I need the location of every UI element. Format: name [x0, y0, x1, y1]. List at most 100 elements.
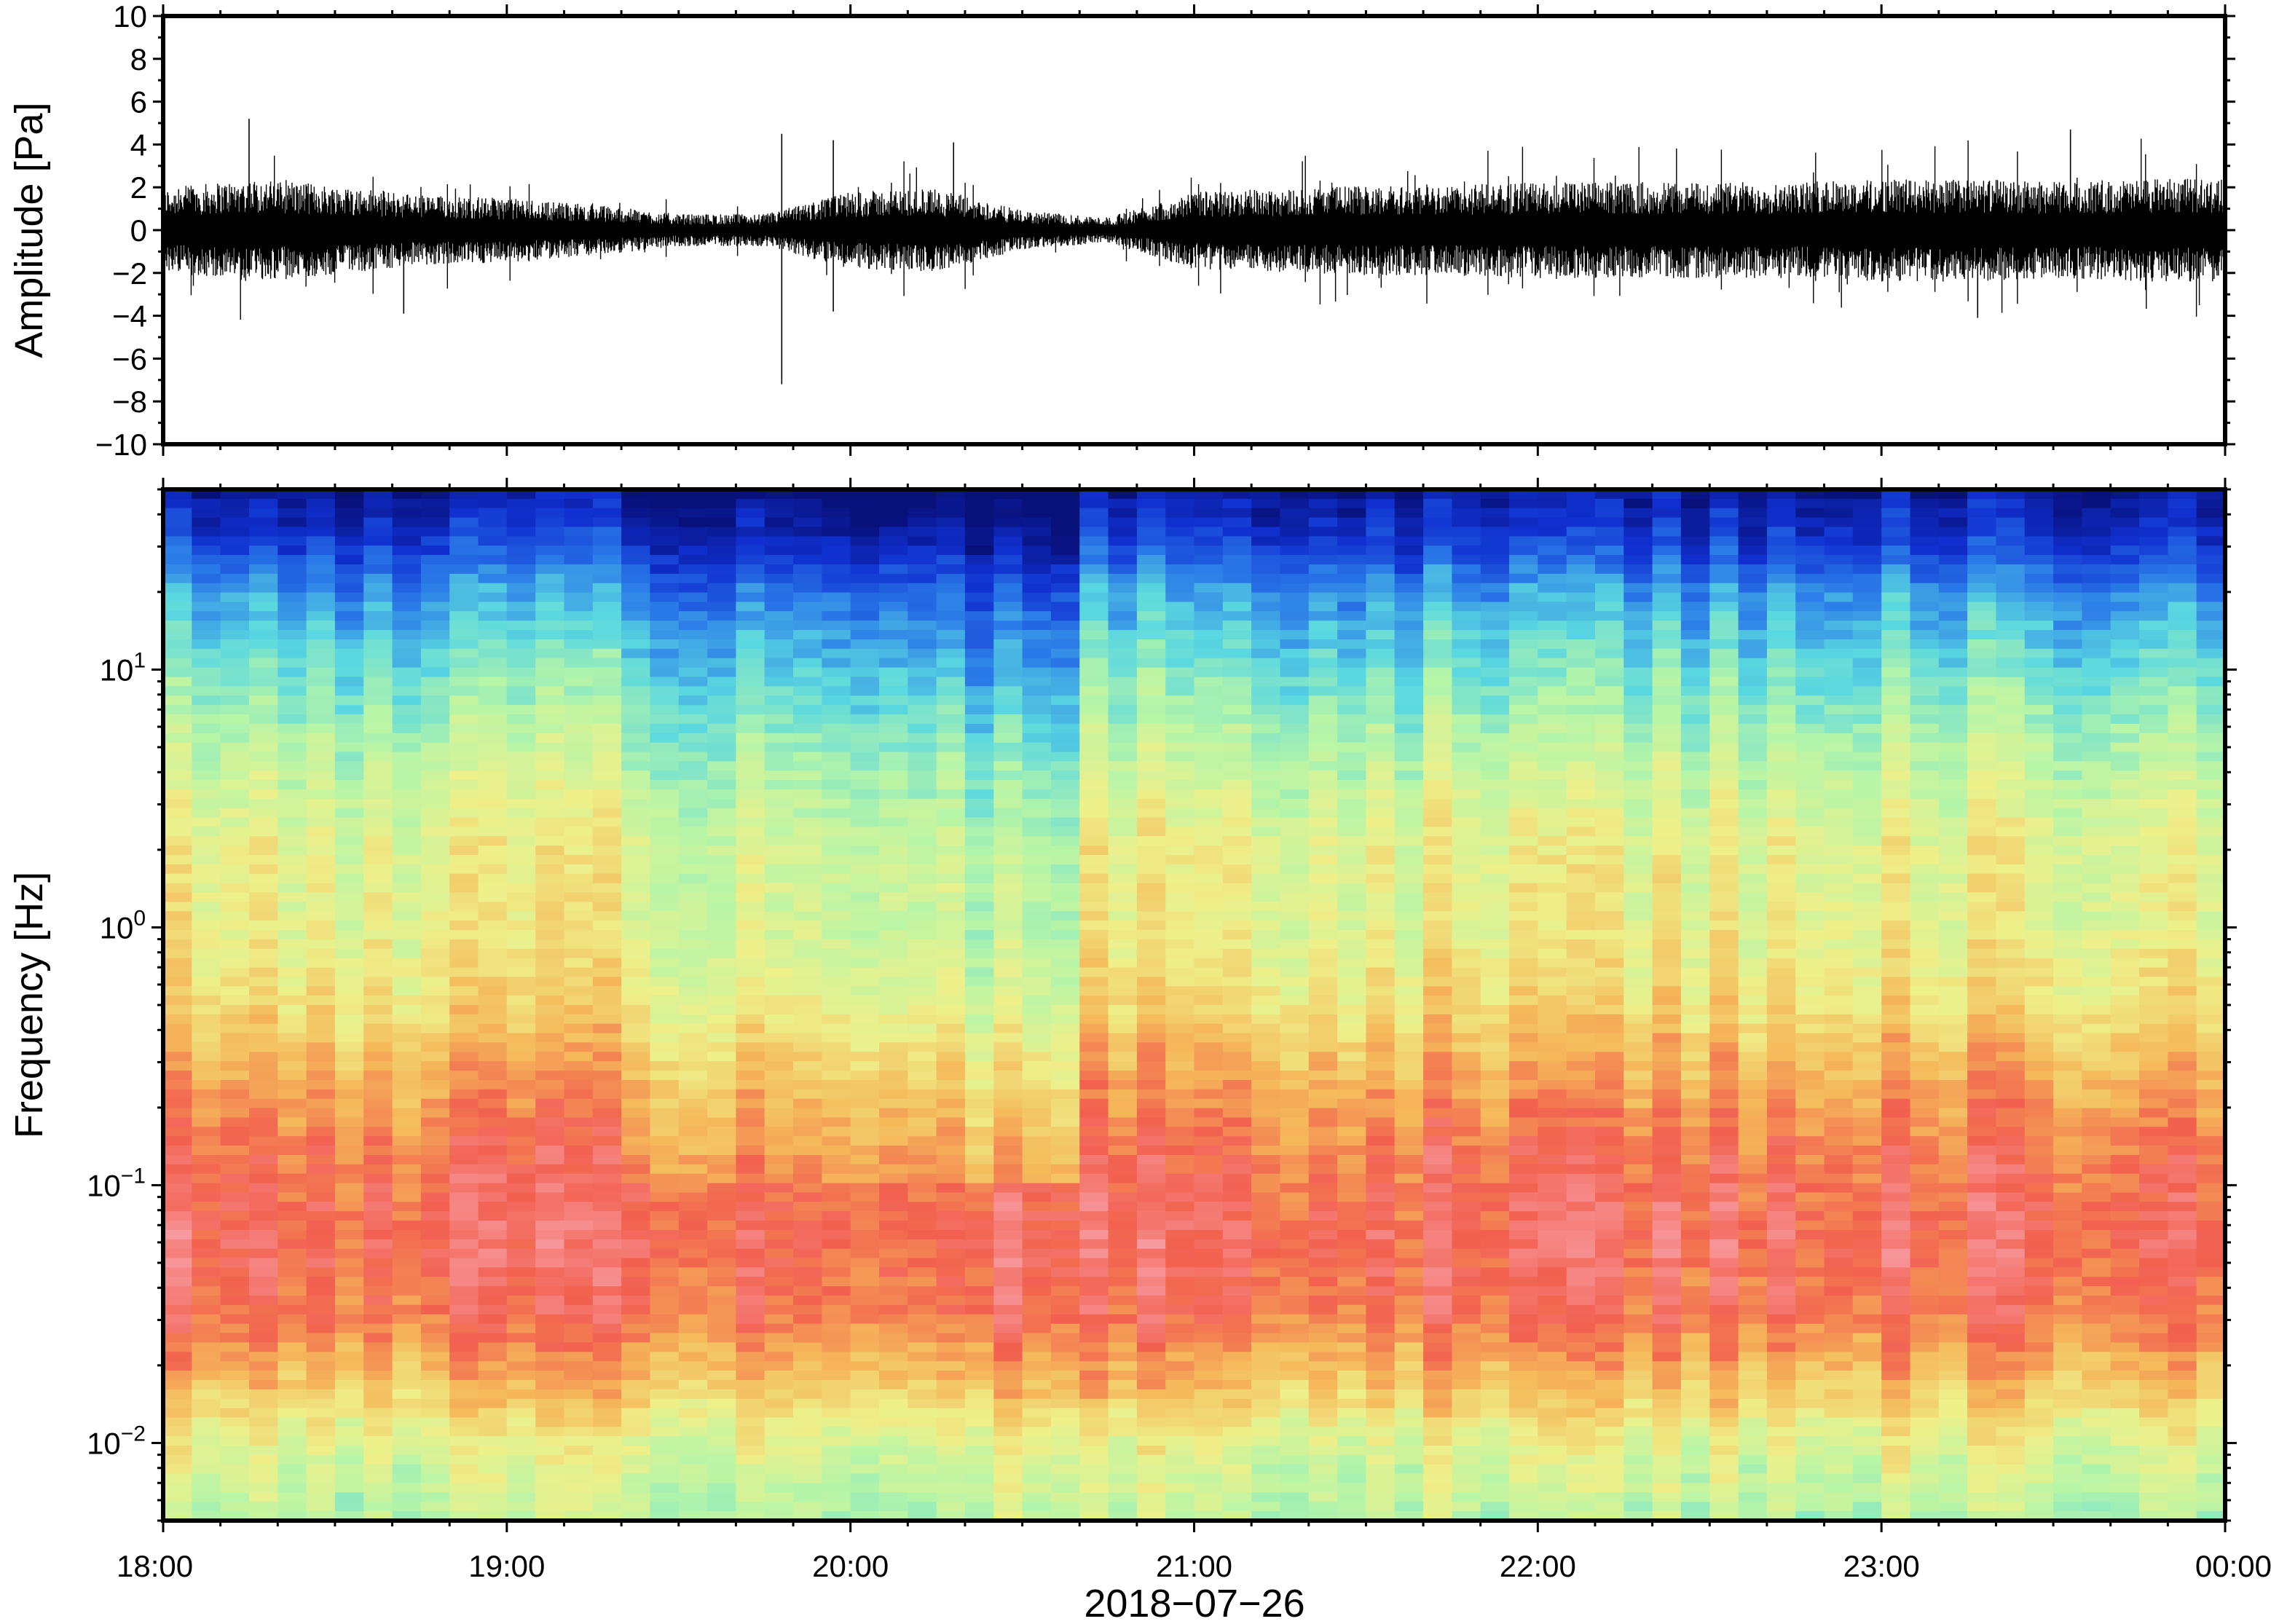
spectrogram-cell — [506, 1492, 536, 1503]
spectrogram-cell — [392, 827, 422, 837]
spectrogram-cell — [478, 1361, 508, 1371]
spectrogram-cell — [1251, 1080, 1281, 1090]
spectrogram-cell — [220, 1379, 250, 1390]
spectrogram-cell — [1050, 902, 1080, 912]
spectrogram-cell — [220, 1342, 250, 1353]
spectrogram-cell — [1222, 1052, 1252, 1063]
spectrogram-cell — [764, 930, 794, 940]
spectrogram-cell — [278, 921, 307, 931]
spectrogram-cell — [793, 1164, 823, 1175]
spectrogram-cell — [793, 1464, 823, 1475]
spectrogram-cell — [564, 1033, 594, 1044]
spectrogram-cell — [1079, 1258, 1109, 1269]
spectrogram-cell — [334, 1323, 364, 1334]
spectrogram-cell — [192, 1173, 221, 1184]
spectrogram-cell — [334, 1436, 364, 1446]
spectrogram-cell — [822, 1202, 851, 1212]
spectrogram-cell — [1308, 498, 1338, 509]
spectrogram-cell — [1394, 1446, 1424, 1456]
spectrogram-cell — [1280, 958, 1310, 969]
spectrogram-cell — [306, 1127, 336, 1137]
spectrogram-cell — [420, 1323, 450, 1334]
spectrogram-cell — [764, 864, 794, 875]
spectrogram-cell — [564, 855, 594, 865]
spectrogram-cell — [1366, 752, 1396, 762]
spectrogram-cell — [506, 658, 536, 669]
spectrogram-cell — [1222, 1352, 1252, 1362]
spectrogram-cell — [564, 733, 594, 744]
spectrogram-cell — [1280, 1127, 1310, 1137]
spectrogram-cell — [249, 967, 279, 978]
spectrogram-cell — [564, 1473, 594, 1484]
spectrogram-cell — [822, 883, 851, 894]
spectrogram-cell — [879, 1117, 909, 1128]
spectrogram-cell — [278, 780, 307, 790]
spectrogram-cell — [1251, 1296, 1281, 1306]
spectrogram-cell — [334, 1229, 364, 1240]
spectrogram-cell — [592, 798, 622, 809]
spectrogram-cell — [879, 1136, 909, 1146]
spectrogram-cell — [592, 686, 622, 696]
spectrogram-cell — [420, 1146, 450, 1156]
spectrogram-cell — [592, 1117, 622, 1128]
spectrogram-cell — [592, 527, 622, 537]
spectrogram-cell — [478, 836, 508, 846]
spectrogram-cell — [220, 714, 250, 725]
spectrogram-cell — [822, 864, 851, 875]
spectrogram-cell — [1079, 921, 1109, 931]
spectrogram-cell — [220, 1304, 250, 1315]
spectrogram-cell — [850, 789, 880, 800]
spectrogram-cell — [420, 1061, 450, 1071]
spectrogram-cell — [1337, 817, 1367, 828]
spectrogram-cell — [850, 686, 880, 696]
spectrogram-cell — [163, 1117, 193, 1128]
spectrogram-cell — [278, 827, 307, 837]
spectrogram-cell — [306, 1089, 336, 1100]
spectrogram-cell — [420, 705, 450, 715]
spectrogram-cell — [1165, 798, 1195, 809]
spectrogram-cell — [964, 967, 994, 978]
spectrogram-cell — [879, 845, 909, 856]
spectrogram-cell — [363, 1314, 393, 1325]
spectrogram-cell — [793, 921, 823, 931]
spectrogram-cell — [163, 845, 193, 856]
spectrogram-cell — [449, 1136, 479, 1146]
spectrogram-cell — [993, 1511, 1023, 1521]
spectrogram-cell — [793, 1146, 823, 1156]
spectrogram-cell — [363, 1483, 393, 1494]
spectrogram-cell — [964, 1117, 994, 1128]
spectrogram-cell — [478, 1202, 508, 1212]
spectrogram-cell — [822, 911, 851, 921]
spectrogram-cell — [506, 498, 536, 509]
spectrogram-cell — [192, 1061, 221, 1071]
spectrogram-cell — [1251, 967, 1281, 978]
spectrogram-cell — [535, 827, 565, 837]
spectrogram-cell — [163, 1033, 193, 1044]
spectrogram-cell — [278, 1286, 307, 1296]
spectrogram-cell — [879, 1267, 909, 1278]
spectrogram-cell — [1165, 667, 1195, 678]
spectrogram-cell — [192, 1333, 221, 1344]
spectrogram-cell — [678, 1492, 708, 1503]
spectrogram-cell — [1136, 752, 1166, 762]
spectrogram-cell — [650, 967, 680, 978]
spectrogram-cell — [163, 1511, 193, 1521]
spectrogram-cell — [1366, 1342, 1396, 1353]
spectrogram-cell — [564, 1258, 594, 1269]
spectrogram-cell — [478, 752, 508, 762]
spectrogram-cell — [592, 1173, 622, 1184]
spectrogram-cell — [1366, 1296, 1396, 1306]
spectrogram-cell — [1050, 1108, 1080, 1119]
spectrogram-cell — [420, 602, 450, 612]
spectrogram-cell — [478, 1304, 508, 1315]
spectrogram-cell — [449, 780, 479, 790]
spectrogram-cell — [650, 939, 680, 950]
spectrogram-cell — [736, 1502, 765, 1512]
spectrogram-cell — [621, 845, 651, 856]
spectrogram-cell — [1308, 583, 1338, 594]
spectrogram-cell — [1079, 911, 1109, 921]
spectrogram-cell — [850, 639, 880, 650]
spectrogram-cell — [220, 1258, 250, 1269]
spectrogram-cell — [592, 1483, 622, 1494]
spectrogram-cell — [879, 1023, 909, 1034]
